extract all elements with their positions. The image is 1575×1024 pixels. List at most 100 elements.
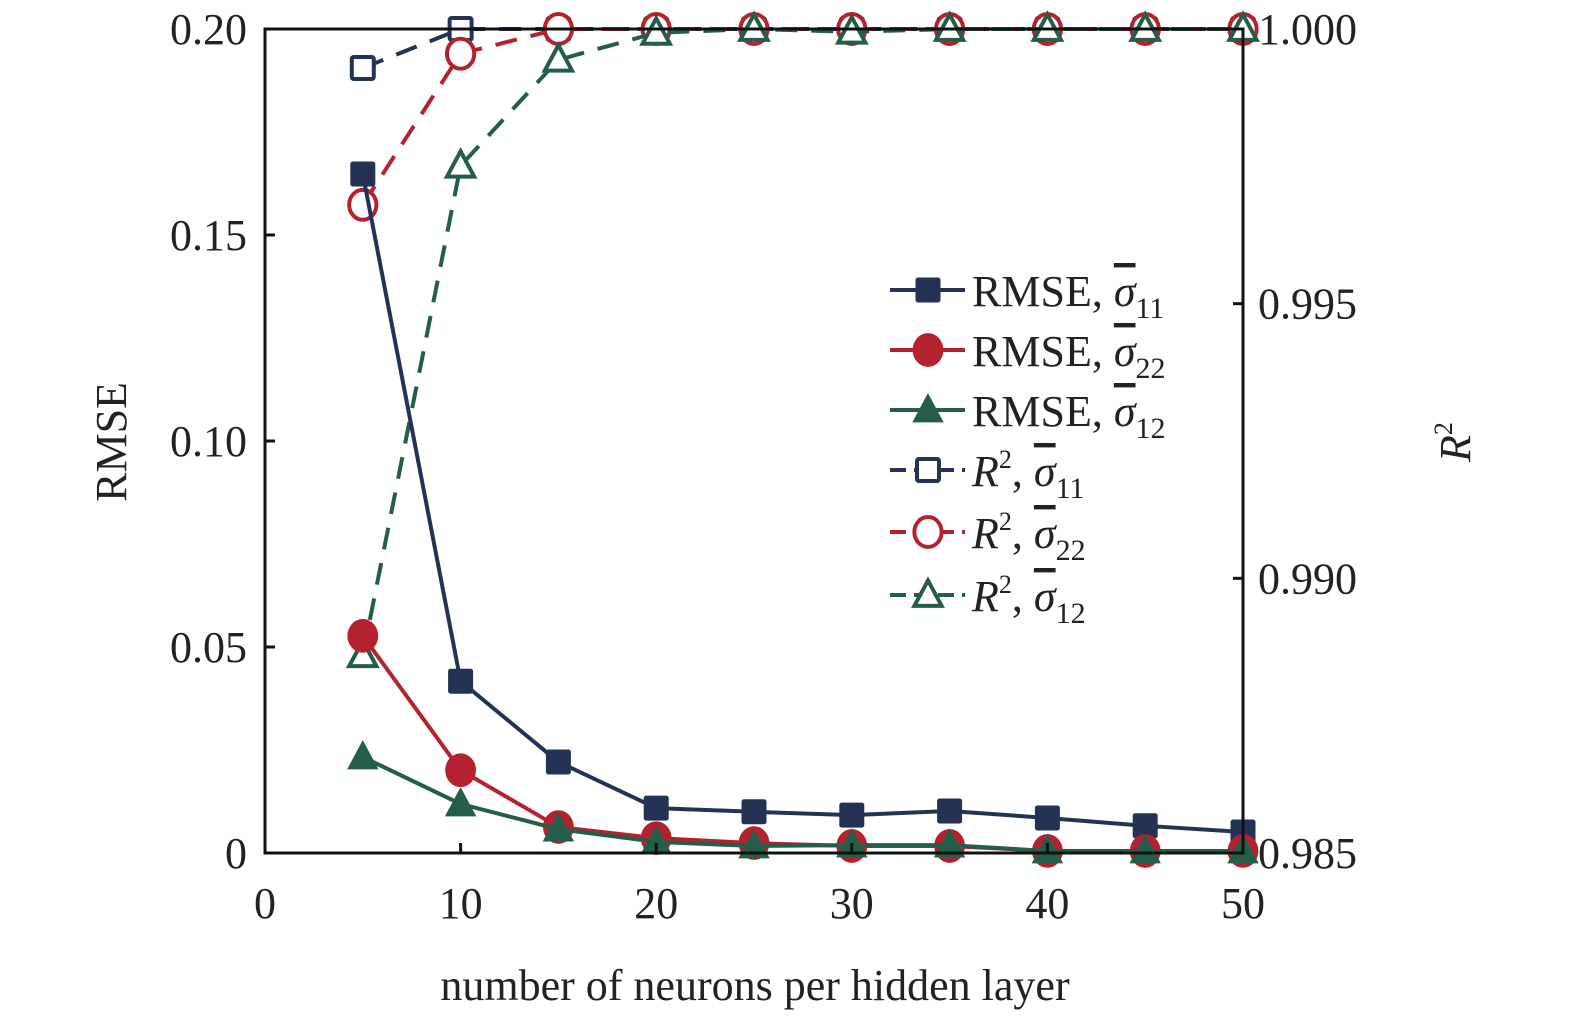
y2-tick-label: 0.995 (1258, 280, 1357, 329)
legend-item: R2, σ11 (890, 445, 1084, 505)
y-tick-label: 0.10 (170, 417, 247, 466)
data-point (933, 828, 966, 858)
legend-sup: 2 (999, 445, 1012, 474)
x-tick-label: 20 (634, 879, 678, 928)
data-point (347, 619, 379, 653)
data-point (445, 753, 476, 788)
legend-comma: , (1012, 572, 1034, 621)
legend-sub: 11 (1056, 472, 1085, 505)
legend-sub: 12 (1056, 597, 1086, 630)
data-point (639, 14, 674, 46)
legend-sub: 12 (1136, 412, 1166, 445)
legend-comma: , (1012, 447, 1034, 496)
legend-marker (911, 576, 945, 608)
legend-sub: 22 (1136, 352, 1166, 385)
data-point (350, 161, 376, 187)
data-point (937, 798, 963, 824)
data-point (737, 10, 771, 42)
legend-label: R2, σ12 (971, 570, 1086, 630)
legend-label: RMSE, σ12 (972, 387, 1166, 445)
x-tick-label: 10 (439, 879, 483, 928)
legend-prefix: R (971, 447, 999, 496)
y2-tick-label: 0.990 (1258, 554, 1357, 603)
legend-marker (912, 393, 944, 423)
legend-sup: 2 (999, 570, 1012, 599)
data-point (741, 799, 767, 825)
series-rmse-12 (347, 740, 1259, 864)
legend-prefix: R (971, 572, 999, 621)
series-line (361, 755, 1243, 853)
legend-sigma: σ (1034, 447, 1058, 496)
plot-frame (263, 27, 1245, 855)
y2-tick-label: 1.000 (1258, 5, 1357, 54)
data-point (1128, 10, 1163, 42)
legend-item: R2, σ22 (890, 507, 1086, 567)
y2-axis-label: R2 (1429, 422, 1480, 463)
legend-prefix: RMSE, (972, 327, 1114, 376)
data-point (444, 36, 477, 71)
legend-prefix: R (971, 509, 999, 558)
x-tick-label: 50 (1221, 879, 1265, 928)
y-tick-label: 0.15 (170, 211, 247, 260)
y2-axis-label-base: R (1431, 435, 1480, 463)
data-point (932, 10, 967, 42)
legend-sigma: σ (1034, 509, 1058, 558)
series-r2-22 (347, 12, 1259, 222)
data-point (542, 812, 575, 842)
data-point (545, 749, 571, 775)
data-point (643, 795, 669, 821)
data-point (345, 636, 380, 669)
series-rmse-22 (347, 619, 1259, 868)
y-axis-label: RMSE (87, 382, 136, 502)
y-tick-label: 0.20 (170, 5, 247, 54)
data-point (1129, 834, 1161, 864)
y2-tick-label: 0.985 (1258, 829, 1357, 878)
legend-label: R2, σ22 (971, 507, 1086, 567)
y-tick-label: 0 (225, 829, 247, 878)
data-point (839, 802, 865, 828)
data-point (443, 147, 478, 179)
series-line (361, 634, 1243, 853)
x-tick-label: 30 (830, 879, 874, 928)
legend-sigma: σ (1114, 327, 1138, 376)
series-line (361, 27, 1243, 206)
legend-label: R2, σ11 (971, 445, 1084, 505)
legend-label: RMSE, σ11 (972, 267, 1164, 325)
legend-marker (912, 515, 944, 549)
data-point (444, 787, 477, 817)
plot-marks (345, 10, 1260, 868)
legend-sup: 2 (999, 507, 1012, 536)
legend-item: RMSE, σ22 (890, 327, 1166, 385)
series-rmse-11 (350, 161, 1256, 845)
y2-axis-label-sup: 2 (1429, 422, 1458, 435)
x-axis-label: number of neurons per hidden layer (440, 961, 1070, 1010)
legend-item: R2, σ12 (890, 570, 1086, 630)
legend-sigma: σ (1114, 267, 1138, 316)
legend-prefix: RMSE, (972, 387, 1114, 436)
axis-ticks: 0 10 20 30 40 50 0 0.05 0.10 0.15 0.20 0.985 0.990 0.… (170, 5, 1357, 928)
legend-marker (915, 457, 941, 483)
data-point (349, 55, 376, 82)
data-point (448, 668, 474, 694)
series-line (362, 27, 1243, 70)
legend-prefix: RMSE, (972, 267, 1114, 316)
data-point (541, 41, 576, 73)
legend-sub: 11 (1136, 292, 1165, 325)
legend-label: RMSE, σ22 (972, 327, 1166, 385)
legend-item: RMSE, σ11 (890, 267, 1164, 325)
x-tick-label: 40 (1025, 879, 1069, 928)
legend-marker (915, 277, 941, 303)
y-tick-label: 0.05 (170, 623, 247, 672)
legend-item: RMSE, σ12 (890, 387, 1166, 445)
legend-sigma: σ (1034, 572, 1058, 621)
data-point (347, 740, 379, 770)
series-line (360, 173, 1244, 834)
legend-sub: 22 (1056, 534, 1086, 567)
legend-marker (912, 333, 944, 367)
legend-sigma: σ (1114, 387, 1138, 436)
data-point (1030, 10, 1065, 42)
data-point (738, 829, 770, 859)
data-point (1034, 805, 1060, 831)
